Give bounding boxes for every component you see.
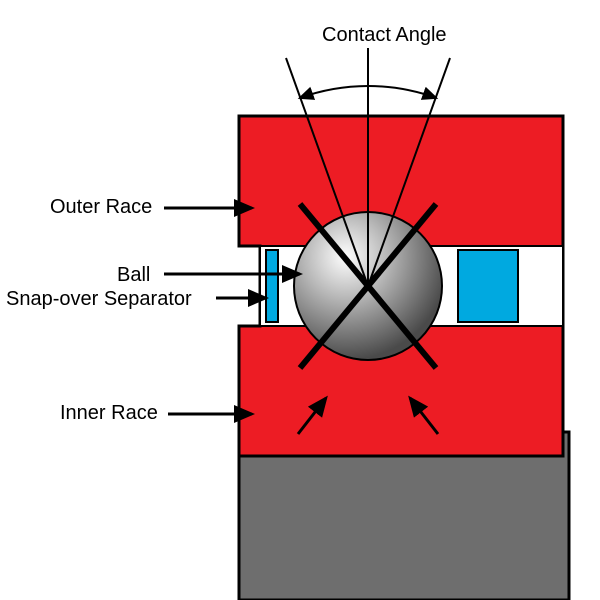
label-contact-angle: Contact Angle xyxy=(322,24,447,47)
label-ball: Ball xyxy=(117,264,150,287)
separator-right xyxy=(458,250,518,322)
label-outer-race: Outer Race xyxy=(50,196,152,219)
label-separator: Snap-over Separator xyxy=(6,288,192,311)
label-inner-race: Inner Race xyxy=(60,402,158,425)
separator-left xyxy=(266,250,278,322)
angle-arc-left xyxy=(300,86,368,98)
angle-arc-right xyxy=(368,86,436,98)
